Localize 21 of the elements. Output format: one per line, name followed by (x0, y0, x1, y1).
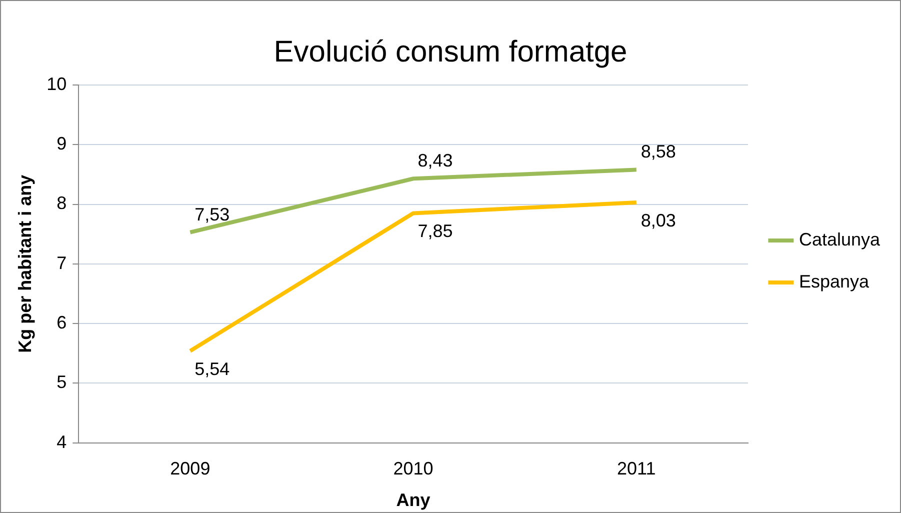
y-tick-label: 5 (56, 372, 67, 392)
y-tick-label: 9 (56, 134, 67, 154)
y-tick-label: 4 (56, 432, 67, 452)
data-label: 5,54 (194, 358, 230, 379)
chart-title: Evolució consum formatge (274, 35, 628, 68)
x-tick-label: 2011 (617, 458, 656, 479)
data-label: 8,43 (418, 150, 453, 171)
x-axis-title: Any (396, 490, 430, 510)
data-label: 7,53 (194, 204, 230, 224)
data-label: 8,03 (640, 210, 676, 230)
y-tick-label: 6 (56, 312, 67, 332)
y-tick-label: 10 (46, 74, 67, 94)
data-label: 7,85 (418, 221, 453, 242)
legend-label: Espanya (798, 271, 870, 292)
y-tick-label: 7 (56, 252, 67, 273)
data-label: 8,58 (640, 142, 676, 162)
x-tick-label: 2010 (393, 458, 434, 479)
legend-label: Catalunya (798, 229, 881, 250)
x-tick-label: 2009 (170, 458, 210, 479)
y-axis-title: Kg per habitant i any (14, 174, 35, 353)
y-tick-label: 8 (56, 193, 67, 214)
